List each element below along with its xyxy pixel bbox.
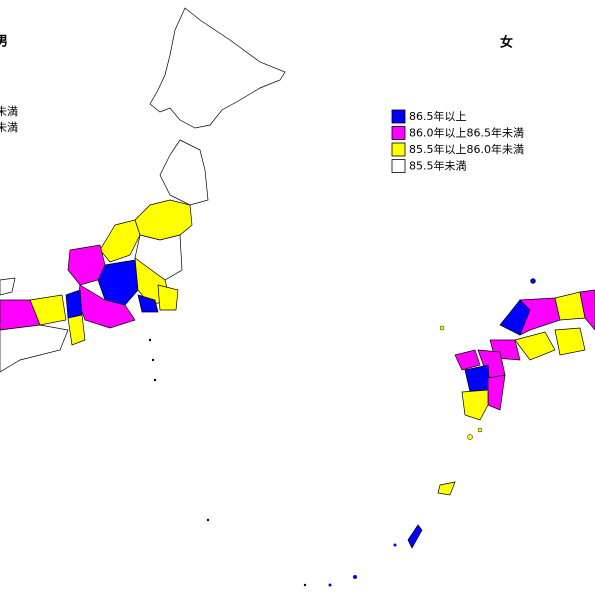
region xyxy=(407,524,423,549)
legend-swatch xyxy=(391,142,406,157)
island xyxy=(393,543,397,547)
legend-label: 未満 xyxy=(0,105,18,118)
island xyxy=(467,434,473,440)
region xyxy=(0,277,16,296)
legend-label: 85.5年以上86.0年未満 xyxy=(409,142,524,156)
island xyxy=(439,325,445,331)
region xyxy=(579,289,595,331)
region xyxy=(157,284,179,311)
region xyxy=(0,324,69,373)
region xyxy=(554,327,586,356)
legend-swatch xyxy=(391,126,406,140)
legend-swatch xyxy=(391,109,406,124)
island xyxy=(153,378,157,382)
region xyxy=(514,331,556,361)
region xyxy=(65,289,83,319)
map-title: 男 xyxy=(0,35,8,50)
island xyxy=(148,338,152,342)
legend-label: 86.0年以上86.5年未満 xyxy=(409,126,524,140)
map-japan-female: 女 86.5年以上 86.0年以上86.5年未満 85.5年以上86.0年未満 85.… xyxy=(328,35,595,587)
map-japan-male: 男 未満 未満 xyxy=(0,7,307,587)
region xyxy=(67,244,106,286)
region xyxy=(149,7,286,129)
legend-swatch xyxy=(391,159,406,173)
island xyxy=(328,583,332,587)
region xyxy=(464,364,491,393)
island xyxy=(530,278,536,284)
legend-label: 85.5年未満 xyxy=(409,159,467,173)
map-title: 女 xyxy=(500,35,513,51)
island xyxy=(353,575,357,579)
region xyxy=(437,481,456,496)
region xyxy=(99,219,141,263)
island xyxy=(151,358,155,362)
legend-label: 86.5年以上 xyxy=(409,109,467,123)
region xyxy=(461,389,489,421)
region xyxy=(137,294,159,313)
region xyxy=(67,314,86,346)
region xyxy=(134,199,193,241)
island xyxy=(206,518,210,522)
legend-label: 未満 xyxy=(0,121,18,134)
island xyxy=(477,427,483,433)
island xyxy=(303,583,307,587)
region xyxy=(454,349,481,371)
region xyxy=(159,139,209,206)
region xyxy=(487,374,506,411)
